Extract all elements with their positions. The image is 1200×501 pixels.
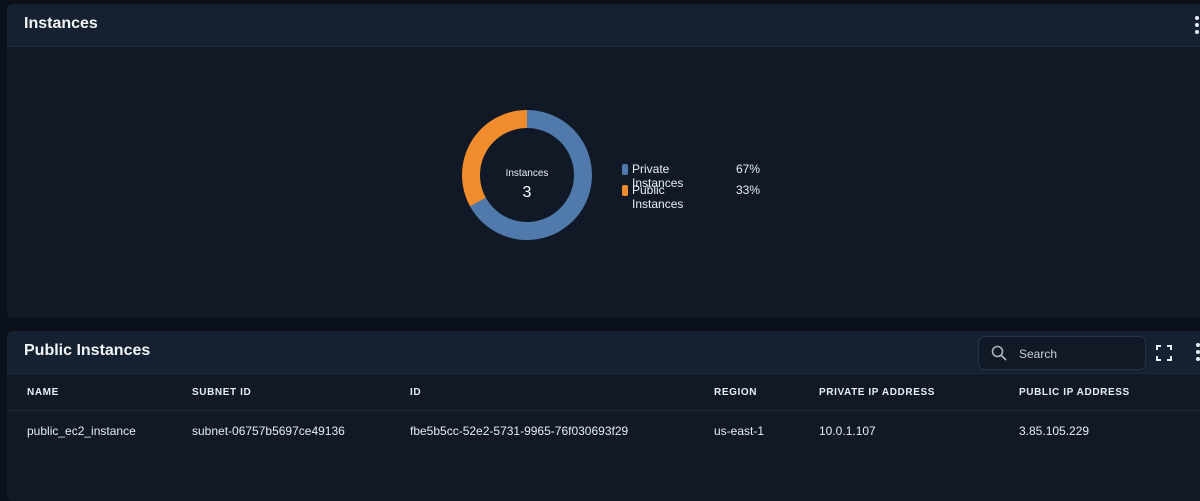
search-box[interactable] — [978, 336, 1146, 370]
donut-center-label: Instances — [505, 168, 549, 179]
donut-svg — [462, 110, 592, 240]
fullscreen-icon[interactable] — [1156, 345, 1172, 361]
cell-name: public_ec2_instance — [27, 424, 136, 438]
cell-public-ip: 3.85.105.229 — [1019, 424, 1090, 438]
instances-panel-title: Instances — [24, 15, 98, 32]
legend-swatch-private — [622, 164, 628, 175]
legend-swatch-public — [622, 185, 628, 196]
table-header-row: NAME SUBNET ID ID REGION PRIVATE IP ADDR… — [7, 374, 1200, 411]
cell-id: fbe5b5cc-52e2-5731-9965-76f030693f29 — [410, 424, 629, 438]
search-icon — [991, 345, 1007, 361]
public-instances-header: Public Instances — [7, 331, 1200, 374]
column-header-name[interactable]: NAME — [27, 387, 59, 398]
legend-label-private: Private Instances — [632, 162, 684, 190]
search-input[interactable] — [1017, 341, 1141, 367]
legend-percent-private: 67% — [736, 162, 761, 176]
instances-panel-header: Instances — [7, 4, 1200, 47]
column-header-id[interactable]: ID — [410, 387, 422, 398]
instances-donut-chart: Instances 3 — [462, 110, 612, 260]
cell-subnet-id: subnet-06757b5697ce49136 — [192, 424, 345, 438]
legend-label-public: Public Instances — [632, 183, 684, 211]
cell-private-ip: 10.0.1.107 — [819, 424, 876, 438]
donut-slice-public[interactable] — [462, 110, 527, 207]
column-header-private-ip[interactable]: PRIVATE IP ADDRESS — [819, 387, 936, 398]
public-instances-panel: Public Instances NAME SUBNET ID ID REGIO… — [7, 331, 1200, 501]
cell-region: us-east-1 — [714, 424, 765, 438]
donut-center-value: 3 — [522, 184, 532, 201]
column-header-public-ip[interactable]: PUBLIC IP ADDRESS — [1019, 387, 1130, 398]
legend-percent-public: 33% — [736, 183, 761, 197]
more-vertical-icon[interactable] — [1195, 16, 1199, 34]
column-header-region[interactable]: REGION — [714, 387, 758, 398]
public-instances-title: Public Instances — [24, 342, 151, 359]
table-more-vertical-icon[interactable] — [1196, 343, 1200, 361]
column-header-subnet-id[interactable]: SUBNET ID — [192, 387, 252, 398]
table-row[interactable]: public_ec2_instance subnet-06757b5697ce4… — [7, 411, 1200, 451]
instances-panel: Instances Instances 3 Private Instances … — [7, 4, 1200, 318]
donut-slice-private[interactable] — [470, 110, 592, 240]
